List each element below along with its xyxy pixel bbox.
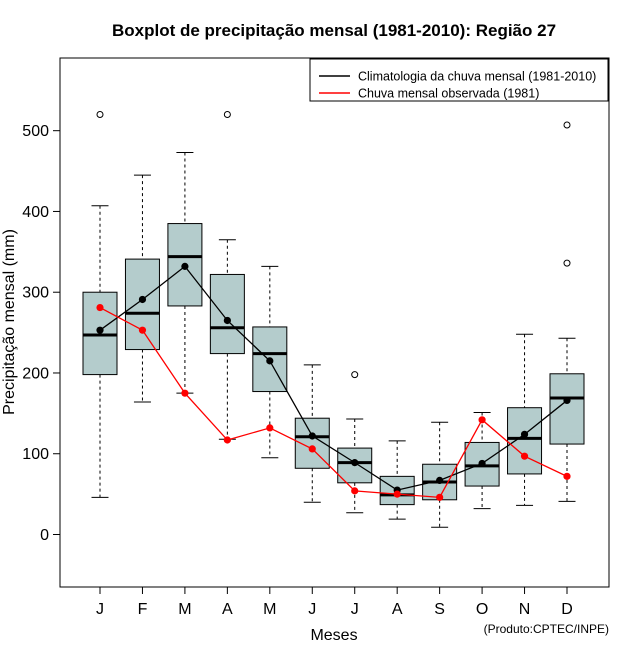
series-layer bbox=[96, 262, 571, 501]
box-4 bbox=[209, 111, 245, 440]
x-tick-label: S bbox=[434, 601, 445, 618]
y-tick-label: 400 bbox=[22, 204, 49, 221]
series-point bbox=[436, 476, 444, 484]
series-point bbox=[181, 262, 189, 270]
x-tick-label: M bbox=[263, 601, 276, 618]
series-point bbox=[308, 445, 316, 453]
series-point bbox=[563, 472, 571, 480]
x-tick-label: A bbox=[222, 601, 233, 618]
x-tick-label: D bbox=[561, 601, 573, 618]
series-point bbox=[138, 295, 147, 304]
series-point bbox=[563, 396, 571, 405]
box-iqr bbox=[379, 475, 415, 506]
x-tick-label: N bbox=[519, 601, 531, 618]
legend-entry-label: Chuva mensal observada (1981) bbox=[358, 87, 539, 101]
series-point bbox=[351, 487, 359, 495]
y-tick-label: 500 bbox=[22, 123, 49, 140]
x-tick-label: A bbox=[392, 601, 403, 618]
series-line bbox=[99, 306, 568, 499]
box-iqr bbox=[507, 407, 543, 475]
series-point bbox=[308, 432, 316, 440]
x-tick-label: O bbox=[476, 601, 488, 618]
series-point bbox=[520, 452, 529, 460]
box-3 bbox=[167, 151, 203, 394]
series-point bbox=[478, 459, 486, 468]
box-12 bbox=[549, 121, 585, 502]
series-point bbox=[181, 389, 189, 397]
series-point bbox=[138, 326, 147, 334]
series-point bbox=[436, 493, 444, 501]
series-point bbox=[223, 436, 231, 444]
series-line bbox=[99, 265, 568, 491]
series-point bbox=[96, 303, 104, 312]
series-point bbox=[266, 357, 274, 365]
outlier-point bbox=[351, 371, 359, 379]
outlier-point bbox=[223, 111, 231, 119]
outlier-point bbox=[563, 259, 571, 267]
y-axis: 0 100 200 300 400 500 bbox=[22, 123, 60, 544]
box-iqr bbox=[124, 258, 160, 351]
box-2 bbox=[124, 174, 160, 403]
x-axis-label: Meses bbox=[310, 627, 357, 644]
chart-title: Boxplot de precipitação mensal (1981-201… bbox=[112, 21, 556, 40]
series-point bbox=[393, 490, 401, 498]
legend: Climatologia da chuva mensal (1981-2010)… bbox=[309, 58, 609, 102]
x-tick-label: J bbox=[351, 601, 359, 618]
series-2 bbox=[96, 303, 571, 501]
series-point bbox=[266, 424, 274, 432]
series-point bbox=[96, 326, 104, 334]
series-point bbox=[520, 430, 529, 438]
box-iqr bbox=[209, 273, 245, 355]
x-tick-label: M bbox=[178, 601, 191, 618]
legend-entry-label: Climatologia da chuva mensal (1981-2010) bbox=[358, 70, 596, 84]
boxes-layer bbox=[82, 111, 585, 528]
y-tick-label: 300 bbox=[22, 285, 49, 302]
box-11 bbox=[507, 333, 543, 506]
x-tick-label: J bbox=[308, 601, 316, 618]
series-point bbox=[351, 459, 359, 467]
y-tick-label: 0 bbox=[40, 527, 49, 544]
x-tick-label: F bbox=[138, 601, 148, 618]
box-iqr bbox=[549, 373, 585, 445]
legend-box bbox=[309, 58, 609, 102]
series-point bbox=[223, 316, 231, 325]
x-tick-label: J bbox=[96, 601, 104, 618]
y-axis-label: Precipitação mensal (mm) bbox=[1, 229, 18, 415]
outlier-point bbox=[563, 121, 571, 129]
series-point bbox=[478, 416, 486, 424]
y-tick-label: 200 bbox=[22, 365, 49, 382]
plot-frame bbox=[59, 57, 610, 588]
credit-text: (Produto:CPTEC/INPE) bbox=[484, 622, 609, 636]
outlier-point bbox=[96, 111, 104, 119]
box-8 bbox=[379, 440, 415, 520]
y-tick-label: 100 bbox=[22, 446, 49, 463]
